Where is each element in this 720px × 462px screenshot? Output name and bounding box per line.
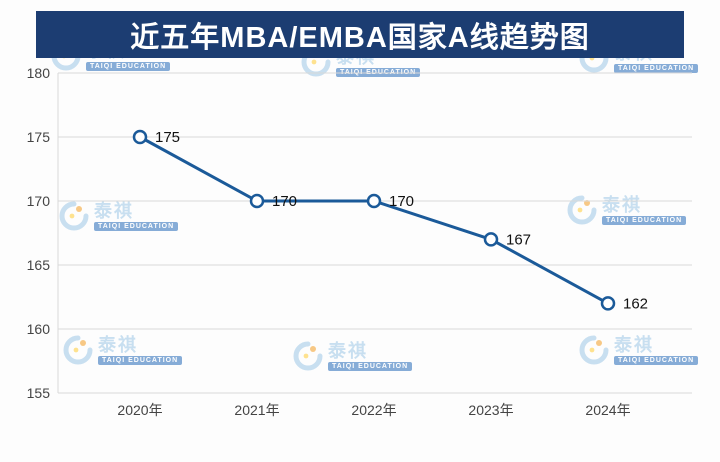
svg-text:2021年: 2021年: [234, 402, 279, 418]
svg-text:167: 167: [506, 231, 531, 248]
svg-text:175: 175: [155, 129, 180, 146]
trend-line-chart: 155 160 165 170 175 180 2020年 2021年 2022年 2023年 20…: [27, 65, 692, 418]
svg-text:170: 170: [27, 193, 51, 209]
chart-title: 近五年MBA/EMBA国家A线趋势图: [130, 21, 590, 54]
svg-text:160: 160: [27, 321, 51, 337]
svg-text:165: 165: [27, 257, 51, 273]
svg-text:155: 155: [27, 385, 51, 401]
svg-text:2023年: 2023年: [468, 402, 513, 418]
svg-text:175: 175: [27, 129, 51, 145]
svg-text:180: 180: [27, 65, 51, 81]
chart-title-banner: 近五年MBA/EMBA国家A线趋势图: [36, 11, 684, 58]
svg-text:170: 170: [272, 193, 297, 210]
svg-text:2024年: 2024年: [585, 402, 630, 418]
svg-text:2022年: 2022年: [351, 402, 396, 418]
svg-text:2020年: 2020年: [117, 402, 162, 418]
svg-text:162: 162: [623, 295, 648, 312]
svg-text:170: 170: [389, 193, 414, 210]
